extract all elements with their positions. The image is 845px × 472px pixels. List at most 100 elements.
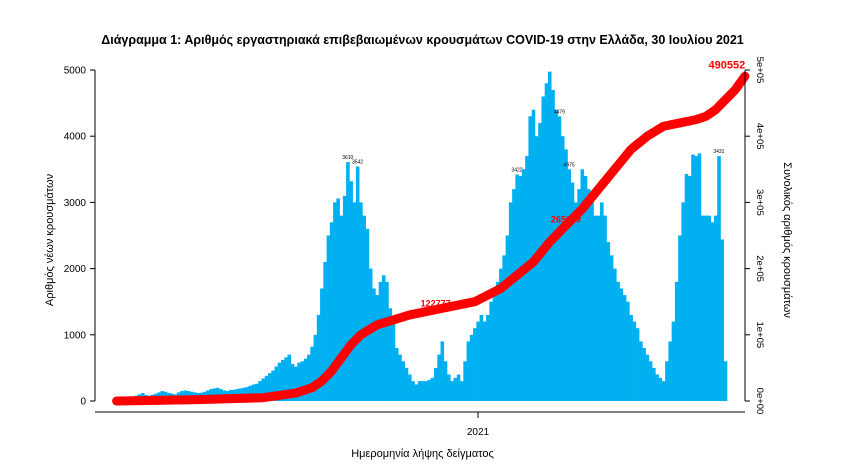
bar [639, 341, 643, 401]
y-right-tick-label: 4e+05 [754, 123, 765, 150]
bar [655, 374, 659, 401]
bar [479, 314, 484, 401]
bar [352, 202, 357, 401]
bar [495, 281, 500, 401]
bar [570, 182, 575, 401]
bar [469, 334, 474, 401]
bar [316, 314, 321, 401]
bar [661, 381, 666, 401]
bar [652, 367, 656, 401]
bar-label: 3610 [342, 155, 353, 161]
bar [557, 116, 562, 401]
bar [717, 156, 721, 401]
bar [619, 288, 624, 401]
bar [300, 361, 305, 401]
bar [515, 174, 519, 401]
bar [378, 281, 383, 401]
chart-title: Διάγραμμα 1: Αριθμός εργαστηριακά επιβεβ… [101, 33, 744, 47]
bar [281, 359, 285, 401]
bar [476, 321, 480, 401]
line-annotation: 265199 [551, 214, 581, 224]
line-annotations: 122777 265199 490552 [421, 59, 746, 308]
y-left-tick-label: 1000 [64, 330, 87, 341]
bar [671, 321, 676, 401]
y-right-tick-label: 1e+05 [754, 321, 765, 348]
bar [359, 202, 363, 401]
bar-label: 4975 [564, 162, 575, 168]
y-right-tick-label: 0e+00 [754, 388, 765, 415]
bar [401, 361, 406, 401]
bar [329, 222, 334, 401]
bar [290, 363, 295, 401]
bar [372, 288, 376, 401]
bar [215, 387, 220, 401]
bar [687, 175, 692, 401]
bar-label: 3431 [713, 149, 724, 155]
bar [642, 348, 646, 401]
bar [577, 189, 581, 401]
bar [593, 215, 598, 401]
y-right-tick-label: 2e+05 [754, 255, 765, 282]
bar [482, 321, 487, 401]
bar [616, 281, 620, 401]
bar [261, 378, 266, 401]
bar [518, 175, 523, 401]
bar [684, 173, 689, 401]
line-annotation: 490552 [709, 59, 746, 71]
bar [622, 295, 627, 401]
bar [407, 374, 412, 401]
bar [355, 166, 360, 401]
bar [421, 381, 425, 401]
bar [645, 354, 650, 401]
bar [508, 202, 513, 401]
bar [707, 215, 712, 401]
y-left-tick-label: 0 [80, 397, 86, 408]
bar [453, 377, 458, 401]
bar [440, 341, 445, 401]
bar [326, 235, 331, 401]
bar-label: 3422 [511, 167, 522, 173]
bar [303, 358, 308, 401]
bar [587, 189, 591, 401]
y-left-tick-label: 2000 [64, 264, 87, 275]
bar [313, 334, 318, 401]
y-left-tick-label: 4000 [64, 132, 87, 143]
bar [466, 341, 471, 401]
bar [333, 202, 337, 401]
bar [271, 370, 275, 401]
bar [681, 202, 685, 401]
bar [534, 136, 539, 401]
y-right-tick-label: 5e+05 [754, 57, 765, 84]
bar [427, 379, 432, 401]
bar [368, 268, 373, 401]
line-annotation: 122777 [421, 299, 451, 309]
bar [560, 136, 565, 401]
cumulative-line [112, 71, 750, 406]
bar [668, 341, 672, 401]
bar [385, 281, 389, 401]
bar [674, 281, 679, 401]
bar [720, 239, 725, 401]
bar [375, 295, 379, 401]
bar [635, 328, 640, 401]
bar [414, 384, 419, 401]
bar [287, 354, 292, 401]
bar [456, 374, 461, 401]
bar-label: 3723 [723, 0, 734, 2]
bar [603, 215, 607, 401]
bar [492, 295, 497, 401]
bar [251, 384, 256, 401]
bar [609, 255, 614, 401]
axes: 0 1000 2000 3000 4000 5000 0e+00 1e+05 2e+05 3e+0… [64, 57, 765, 438]
bar [342, 195, 347, 401]
bar [583, 175, 588, 401]
bar [678, 235, 682, 401]
bar [632, 321, 637, 401]
bar [398, 354, 402, 401]
bar-label: 3542 [352, 160, 363, 166]
bar-label: 4479 [554, 109, 565, 115]
bar [323, 261, 327, 401]
bar [430, 377, 435, 401]
bar [417, 381, 422, 401]
